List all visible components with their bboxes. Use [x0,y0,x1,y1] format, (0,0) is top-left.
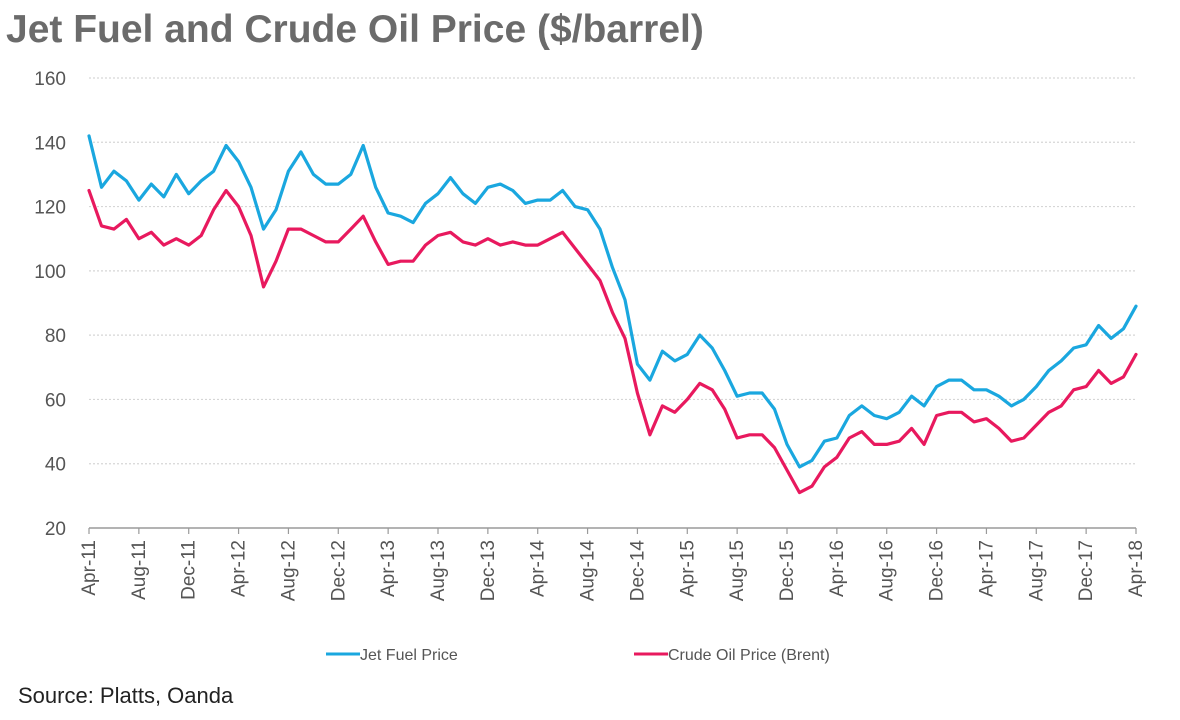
x-tick-label: Apr-17 [976,540,997,597]
x-tick-label: Aug-15 [727,540,748,601]
x-tick-label: Apr-12 [229,540,250,597]
series-lines [87,134,1138,495]
x-tick-label: Aug-11 [129,540,150,600]
x-tick-label: Dec-15 [777,540,798,601]
x-tick-label: Dec-16 [927,540,948,601]
gridlines [89,77,1136,465]
source-note: Source: Platts, Oanda [18,683,234,708]
y-tick-label: 40 [45,455,66,476]
x-tick-label: Apr-18 [1126,540,1147,597]
y-tick-label: 60 [45,390,66,411]
y-tick-label: 80 [45,326,66,347]
x-tick-label: Dec-13 [478,540,499,601]
chart-title: Jet Fuel and Crude Oil Price ($/barrel) [6,8,704,51]
x-tick-label: Dec-12 [328,540,349,601]
x-tick-label: Apr-14 [528,540,549,597]
legend-label: Jet Fuel Price [360,647,458,664]
x-tick-label: Aug-14 [578,540,599,602]
y-tick-label: 100 [34,262,66,283]
x-tick-label: Apr-11 [79,540,100,596]
x-tick-label: Dec-17 [1076,540,1097,601]
axes: 20 40 60 80 100 120 140 160 Apr-11 Aug-11 Dec-11 Ap… [34,69,1147,601]
x-tick-label: Aug-16 [877,540,898,601]
y-tick-label: 120 [34,198,66,219]
y-tick-label: 160 [34,69,66,90]
jet-fuel-line [87,134,1138,469]
x-tick-label: Apr-16 [827,540,848,597]
x-tick-label: Apr-13 [378,540,399,597]
y-tick-label: 140 [34,133,66,154]
legend-crude-oil: Crude Oil Price (Brent) [634,647,830,664]
x-tick-label: Dec-14 [627,540,648,602]
legend-jet-fuel: Jet Fuel Price [326,647,458,664]
legend-label: Crude Oil Price (Brent) [668,647,830,664]
x-tick-label: Dec-11 [179,540,200,600]
y-tick-label: 20 [45,519,66,540]
x-tick-label: Aug-12 [278,540,299,601]
x-tick-label: Aug-13 [428,540,449,601]
legend: Jet Fuel Price Crude Oil Price (Brent) [326,647,830,664]
crude-oil-line [87,188,1138,495]
x-tick-label: Aug-17 [1026,540,1047,601]
x-tick-label: Apr-15 [677,540,698,597]
